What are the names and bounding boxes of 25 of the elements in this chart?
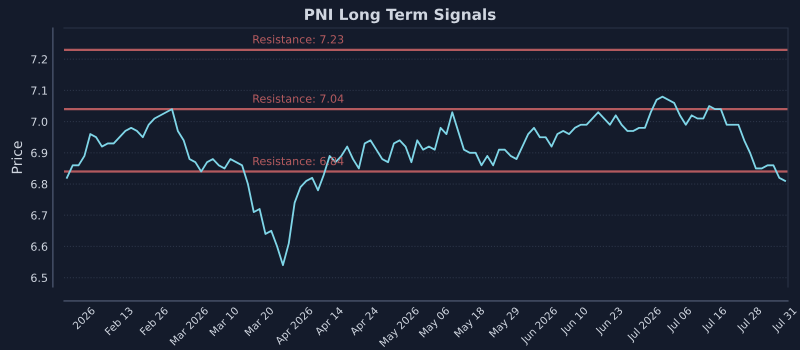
ref-line-label: Resistance: 7.04 <box>253 94 344 103</box>
y-tick-label: 6.9 <box>31 148 48 158</box>
x-tick-label: Apr 24 <box>349 306 380 338</box>
x-tick-label: Feb 26 <box>139 306 169 336</box>
x-tick-label: Jul 31 <box>770 306 798 334</box>
x-tick-label: Jun 23 <box>594 306 624 336</box>
y-tick-label: 7.2 <box>31 55 47 64</box>
chart-title: PNI Long Term Signals <box>305 8 496 24</box>
x-tick-label: Mar 10 <box>209 306 240 336</box>
x-tick-label: Jul 06 <box>666 306 694 334</box>
x-tick-label: Mar 20 <box>244 306 274 336</box>
y-tick-label: 6.5 <box>31 274 48 282</box>
y-tick-label: 6.8 <box>31 180 48 188</box>
y-tick-label: 7.1 <box>31 86 47 95</box>
x-tick-label: Jul 16 <box>700 306 728 334</box>
line-series <box>66 96 786 266</box>
y-axis-title: Price <box>11 141 22 174</box>
x-tick-label: Apr 14 <box>314 306 346 338</box>
x-tick-label: Jul 28 <box>736 306 764 334</box>
x-tick-label: Feb 13 <box>104 306 134 336</box>
y-tick-label: 6.7 <box>31 211 48 220</box>
x-tick-label: Jun 10 <box>559 306 590 336</box>
y-tick-label: 7.0 <box>31 118 48 126</box>
y-tick-label: 6.6 <box>31 242 48 251</box>
ref-line-label: Resistance: 7.23 <box>253 34 344 44</box>
